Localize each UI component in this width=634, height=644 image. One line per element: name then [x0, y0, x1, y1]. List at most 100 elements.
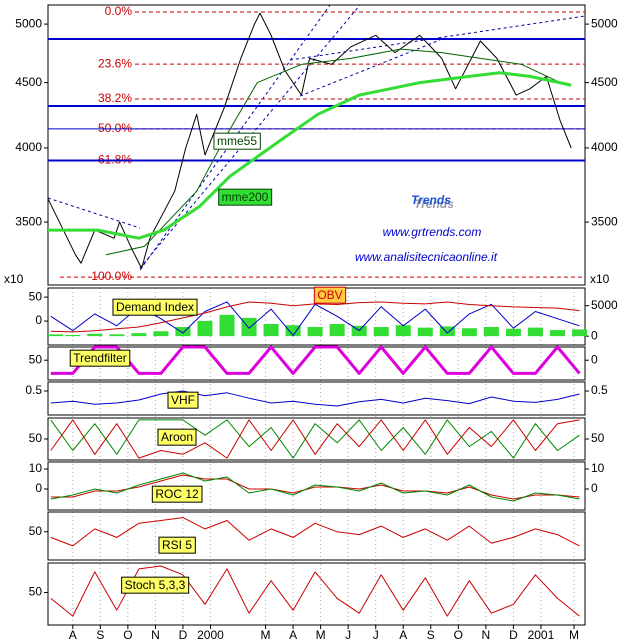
volume-bar: [263, 323, 279, 337]
y-tick-label-right: 4500: [591, 75, 618, 89]
panel-frame: [47, 461, 586, 511]
panel-frame: [47, 381, 586, 416]
panel-frame: [47, 562, 586, 626]
volume-bar: [571, 329, 588, 337]
x-tick-label: D: [509, 628, 518, 642]
x-tick-label: A: [69, 628, 77, 642]
volume-bar: [219, 314, 235, 337]
volume-bar: [461, 328, 477, 337]
x-tick-label: O: [454, 628, 463, 642]
panel-frame: [47, 511, 586, 561]
trend-line: [47, 197, 141, 229]
y2-tick-label: 5000: [591, 298, 618, 312]
volume-bar: [285, 325, 301, 337]
volume-bar: [417, 327, 433, 337]
y2-tick-label: 0: [591, 352, 598, 366]
y-tick-label: 50: [29, 289, 43, 303]
scale-note-right: x10: [590, 272, 610, 286]
volume-bar: [505, 328, 521, 337]
volume-bar: [439, 326, 455, 337]
x-tick-label: 2001: [528, 628, 555, 642]
url: www.grtrends.com: [383, 225, 482, 239]
fib-level-label: 100.0%: [91, 269, 132, 283]
x-tick-label: J: [345, 628, 351, 642]
y-tick-label: 50: [29, 524, 43, 538]
url: www.analisitecnicaonline.it: [355, 250, 498, 264]
series-line: [50, 345, 581, 375]
indicator-label: Demand Index: [116, 300, 194, 314]
x-tick-label: D: [179, 628, 188, 642]
volume-bar: [109, 334, 125, 337]
fib-level-label: 50.0%: [98, 121, 132, 135]
volume-bar: [48, 334, 64, 337]
volume-bar: [153, 331, 169, 337]
volume-bar: [65, 334, 81, 337]
fib-level-label: 0.0%: [105, 4, 133, 18]
panel-frame: [47, 4, 586, 286]
series-line: [50, 419, 580, 459]
y-tick-label: 0.5: [25, 383, 42, 397]
x-tick-label: O: [123, 628, 132, 642]
y-tick-label: 5000: [15, 16, 42, 30]
indicator-label: OBV: [317, 288, 342, 302]
indicator-label-box: [69, 349, 131, 367]
series-line: [50, 472, 580, 502]
y-tick-label-right: 4000: [591, 140, 618, 154]
fib-level-label: 38.2%: [98, 91, 132, 105]
volume-bar: [197, 320, 213, 337]
indicator-label-box: [157, 428, 197, 446]
x-tick-label: M: [261, 628, 271, 642]
x-tick-label: N: [482, 628, 491, 642]
annotation: mme200: [222, 190, 269, 204]
y-tick-label-right: 0: [591, 481, 598, 495]
volume-bar: [307, 327, 323, 337]
series-line: [50, 419, 580, 459]
volume-bar: [329, 323, 345, 337]
indicator-label: Trendfilter: [73, 351, 127, 365]
indicator-label: Aroon: [161, 430, 193, 444]
annotation-box: [213, 132, 261, 150]
volume-bar: [395, 325, 411, 337]
y-tick-label: 0: [35, 481, 42, 495]
x-tick-label: S: [96, 628, 104, 642]
annotation-box: [218, 188, 273, 206]
x-tick-label: J: [373, 628, 379, 642]
y-tick-label: 10: [29, 461, 43, 475]
y-tick-label: 4500: [15, 75, 42, 89]
series-line: [47, 12, 572, 269]
indicator-label-box: [167, 391, 199, 409]
x-tick-label: M: [316, 628, 326, 642]
indicator-label: ROC 12: [155, 487, 199, 501]
series-line: [50, 301, 580, 333]
y-tick-label-right: 3500: [591, 214, 618, 228]
series-line: [105, 48, 561, 256]
y-tick-label: 50: [29, 431, 43, 445]
volume-bar: [527, 327, 543, 337]
x-tick-label: A: [399, 628, 407, 642]
annotation: mme55: [217, 134, 257, 148]
scale-note: x10: [4, 272, 24, 286]
x-tick-label: N: [151, 628, 160, 642]
x-tick-label: 2000: [197, 628, 224, 642]
watermark-shadow: Trends: [414, 197, 454, 211]
y-tick-label-right: 5000: [591, 16, 618, 30]
indicator-label: VHF: [171, 393, 195, 407]
trend-line: [289, 15, 586, 61]
volume-bar: [131, 333, 147, 337]
series-line: [50, 517, 580, 547]
series-line: [50, 565, 580, 617]
trend-line: [299, 39, 441, 97]
volume-bar: [175, 327, 191, 337]
y-tick-label-right: 50: [591, 431, 605, 445]
volume-bar: [483, 327, 499, 337]
y-tick-label: 4000: [15, 140, 42, 154]
volume-bar: [373, 327, 389, 337]
volume-bar: [241, 317, 257, 337]
fib-level-label: 23.6%: [98, 56, 132, 70]
x-tick-label: A: [289, 628, 297, 642]
indicator-label-box: [151, 485, 203, 503]
y-tick-label-right: 0.5: [591, 383, 608, 397]
y2-tick-label: 0: [591, 328, 598, 342]
